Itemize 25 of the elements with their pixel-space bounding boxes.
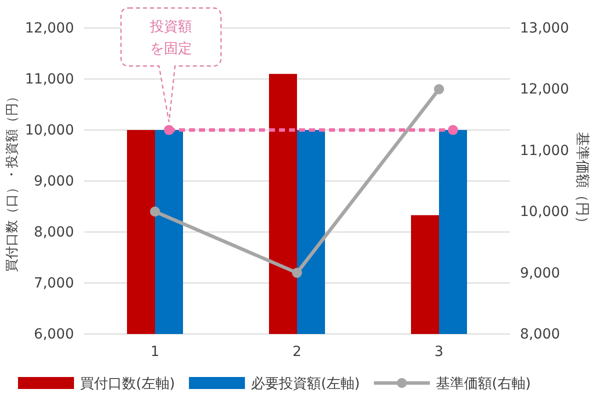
- y-tick-label: 10,000: [25, 122, 74, 138]
- legend-label: 買付口数(左軸): [80, 376, 175, 392]
- legend-label: 基準価額(右軸): [436, 376, 531, 392]
- y-tick-label: 9,000: [34, 173, 74, 190]
- legend-label: 必要投資額(左軸): [250, 376, 360, 392]
- x-tick-label: 3: [434, 344, 444, 360]
- y2-tick-label: 9,000: [520, 265, 560, 282]
- y-tick-label: 8,000: [34, 224, 74, 240]
- y-tick-label: 11,000: [25, 71, 74, 88]
- y-axis-title: 買付口数（口）・投資額（円）: [5, 90, 20, 272]
- y2-axis-title: 基準価額（円）: [574, 132, 590, 230]
- y2-tick-label: 12,000: [520, 82, 569, 98]
- point: [434, 84, 444, 94]
- y-tick-label: 7,000: [34, 275, 74, 292]
- y-tick-label: 6,000: [34, 326, 74, 342]
- x-tick-label: 1: [150, 344, 160, 360]
- x-tick-label: 2: [292, 344, 302, 360]
- point: [150, 206, 160, 217]
- y2-tick-label: 13,000: [520, 20, 569, 36]
- y-tick-label: 12,000: [25, 20, 74, 36]
- y2-tick-label: 11,000: [520, 142, 569, 159]
- y2-tick-label: 10,000: [520, 204, 569, 220]
- y2-tick-label: 8,000: [520, 326, 560, 342]
- annotation: 投資額を固定: [149, 19, 192, 57]
- point: [292, 268, 302, 278]
